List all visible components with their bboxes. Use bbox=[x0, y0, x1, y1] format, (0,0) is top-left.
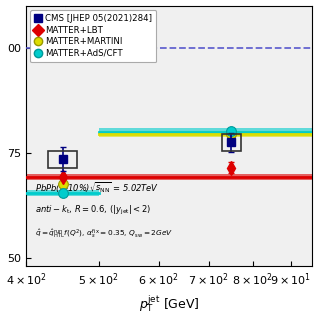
Bar bbox=[222, 134, 241, 151]
Text: PbPb(0-10%)$\sqrt{s_{\mathrm{NN}}}$ = 5.02TeV: PbPb(0-10%)$\sqrt{s_{\mathrm{NN}}}$ = 5.… bbox=[35, 180, 159, 194]
Text: $anti-k_{\mathrm{t}},\,R = 0.6,\,(|y_{\mathrm{jet}}| < 2)$: $anti-k_{\mathrm{t}},\,R = 0.6,\,(|y_{\m… bbox=[35, 204, 151, 217]
Bar bbox=[48, 151, 77, 168]
Legend: CMS [JHEP 05(2021)284], MATTER+LBT, MATTER+MARTINI, MATTER+AdS/CFT: CMS [JHEP 05(2021)284], MATTER+LBT, MATT… bbox=[30, 10, 156, 62]
Text: $\hat{q} = \hat{q}^{\mathrm{run}}_{\mathrm{HTL}}f(Q^2),\,\alpha_s^{\mathrm{fix}}: $\hat{q} = \hat{q}^{\mathrm{run}}_{\math… bbox=[35, 227, 173, 241]
X-axis label: $p_{\rm T}^{\rm jet}$ [GeV]: $p_{\rm T}^{\rm jet}$ [GeV] bbox=[139, 293, 199, 315]
